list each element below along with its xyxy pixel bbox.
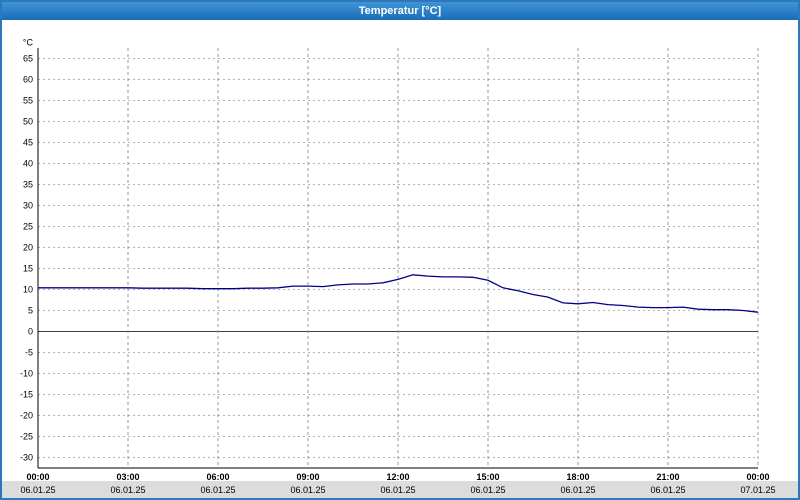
y-tick-label: -5 — [25, 348, 33, 358]
x-tick-date-label: 06.01.25 — [200, 485, 235, 495]
x-tick-date-label: 07.01.25 — [740, 485, 775, 495]
y-tick-label: 45 — [23, 138, 33, 148]
x-tick-date-label: 06.01.25 — [110, 485, 145, 495]
x-tick-date-label: 06.01.25 — [560, 485, 595, 495]
y-tick-label: 50 — [23, 117, 33, 127]
x-tick-time-label: 00:00 — [26, 472, 49, 482]
x-tick-time-label: 03:00 — [116, 472, 139, 482]
x-tick-date-label: 06.01.25 — [20, 485, 55, 495]
x-tick-time-label: 06:00 — [206, 472, 229, 482]
x-tick-time-label: 09:00 — [296, 472, 319, 482]
x-tick-time-label: 21:00 — [656, 472, 679, 482]
x-tick-date-label: 06.01.25 — [380, 485, 415, 495]
y-tick-label: 0 — [28, 327, 33, 337]
y-tick-label: -15 — [20, 390, 33, 400]
y-axis-unit-label: °C — [23, 38, 34, 48]
plot-background — [2, 20, 798, 498]
temperature-series-line — [38, 274, 759, 313]
date-strip — [2, 481, 798, 498]
x-tick-time-label: 15:00 — [476, 472, 499, 482]
y-tick-label: -20 — [20, 411, 33, 421]
x-tick-time-label: 18:00 — [566, 472, 589, 482]
y-tick-label: -30 — [20, 453, 33, 463]
y-tick-label: 10 — [23, 285, 33, 295]
temperature-chart: 65605550454035302520151050-5-10-15-20-25… — [2, 20, 798, 498]
y-tick-label: 30 — [23, 201, 33, 211]
title-bar: Temperatur [°C] — [2, 2, 798, 20]
y-tick-label: 5 — [28, 306, 33, 316]
x-tick-date-label: 06.01.25 — [470, 485, 505, 495]
y-tick-label: 65 — [23, 54, 33, 64]
y-tick-label: -25 — [20, 432, 33, 442]
y-tick-label: 60 — [23, 75, 33, 85]
y-tick-label: -10 — [20, 369, 33, 379]
y-tick-label: 20 — [23, 243, 33, 253]
window-title: Temperatur [°C] — [358, 5, 442, 17]
y-tick-label: 40 — [23, 159, 33, 169]
chart-area: 65 60 55 50 45 40 35 30 25 20 15 10 5 0 -5 -10 -15 -20 -25… — [2, 20, 798, 498]
y-tick-label: 15 — [23, 264, 33, 274]
y-tick-label: 35 — [23, 180, 33, 190]
x-tick-date-label: 06.01.25 — [290, 485, 325, 495]
y-tick-label: 25 — [23, 222, 33, 232]
x-tick-date-label: 06.01.25 — [650, 485, 685, 495]
x-tick-time-label: 00:00 — [746, 472, 769, 482]
y-tick-label: 55 — [23, 96, 33, 106]
x-tick-time-label: 12:00 — [386, 472, 409, 482]
